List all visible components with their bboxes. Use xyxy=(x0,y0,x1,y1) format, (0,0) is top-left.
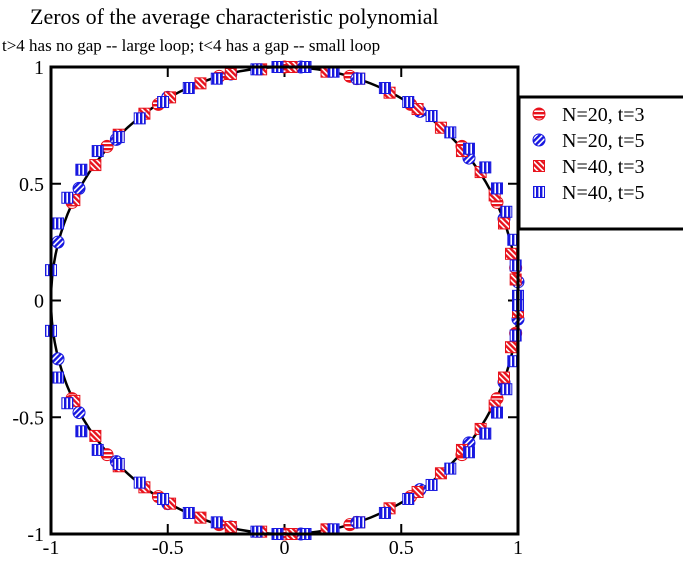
data-point xyxy=(509,329,522,342)
data-point xyxy=(378,506,391,519)
data-point xyxy=(509,259,522,272)
data-points xyxy=(45,60,525,541)
data-point xyxy=(411,103,424,116)
data-point xyxy=(133,476,146,489)
x-tick-label: -0.5 xyxy=(152,537,184,559)
legend-marker xyxy=(533,160,545,172)
data-point xyxy=(75,425,88,438)
data-point xyxy=(210,72,223,85)
data-point xyxy=(462,446,475,459)
data-point xyxy=(425,110,438,123)
legend-label: N=40, t=3 xyxy=(562,156,645,178)
data-point xyxy=(497,371,510,384)
data-point xyxy=(112,131,125,144)
data-point xyxy=(194,77,207,90)
data-point xyxy=(194,511,207,524)
data-point xyxy=(224,520,237,533)
data-point xyxy=(250,63,263,76)
x-tick-label: 0 xyxy=(280,537,290,559)
data-point xyxy=(182,82,195,95)
chart-subtitle: t>4 has no gap -- large loop; t<4 has a … xyxy=(2,36,380,55)
data-point xyxy=(509,273,522,286)
data-point xyxy=(157,96,170,109)
x-tick-label: -1 xyxy=(43,537,60,559)
data-point xyxy=(250,525,263,538)
data-point xyxy=(133,112,146,125)
legend-marker xyxy=(532,133,546,147)
data-point xyxy=(411,485,424,498)
data-point xyxy=(444,126,457,139)
legend-label: N=20, t=5 xyxy=(562,130,645,152)
data-point xyxy=(89,159,102,172)
data-point xyxy=(504,341,517,354)
x-tick-label: 0.5 xyxy=(389,537,414,559)
data-point xyxy=(89,429,102,442)
legend-label: N=40, t=5 xyxy=(562,182,645,204)
plot-frame xyxy=(49,65,520,536)
data-point xyxy=(61,397,74,410)
data-point xyxy=(224,68,237,81)
data-point xyxy=(444,462,457,475)
y-tick-label: 1 xyxy=(34,57,44,79)
data-point xyxy=(378,82,391,95)
y-tick-label: 0.5 xyxy=(19,174,44,196)
data-point xyxy=(72,181,86,195)
y-tick-label: -0.5 xyxy=(12,407,44,429)
data-point xyxy=(490,182,503,195)
data-point xyxy=(462,142,475,155)
data-point xyxy=(182,506,195,519)
data-point xyxy=(72,406,86,420)
legend-marker xyxy=(532,107,546,121)
data-point xyxy=(479,161,492,174)
data-point xyxy=(52,371,65,384)
data-point xyxy=(61,191,74,204)
data-point xyxy=(353,516,366,529)
axes: -1 -0.5 0 0.5 1 1 0.5 0 -0.5 -1 xyxy=(12,57,523,559)
y-tick-label: 0 xyxy=(34,291,44,313)
legend: N=20, t=3 N=20, t=5 N=40, t=3 N=40, t=5 xyxy=(517,95,683,231)
data-point xyxy=(52,217,65,230)
data-point xyxy=(75,163,88,176)
legend-marker xyxy=(533,186,545,198)
y-tick-label: -1 xyxy=(27,524,44,546)
data-point xyxy=(112,457,125,470)
x-tick-label: 1 xyxy=(513,537,523,559)
data-point xyxy=(425,478,438,491)
legend-box xyxy=(517,95,683,231)
data-point xyxy=(402,492,415,505)
data-point xyxy=(51,235,65,249)
data-point xyxy=(402,96,415,109)
data-point xyxy=(490,406,503,419)
data-point xyxy=(353,72,366,85)
data-point xyxy=(497,217,510,230)
data-point xyxy=(51,352,65,366)
legend-label: N=20, t=3 xyxy=(562,104,645,126)
data-point xyxy=(91,145,104,158)
data-point xyxy=(91,443,104,456)
data-point xyxy=(157,492,170,505)
data-point xyxy=(504,247,517,260)
data-point xyxy=(500,383,513,396)
series-3 xyxy=(45,61,524,540)
data-point xyxy=(500,205,513,218)
chart-title: Zeros of the average characteristic poly… xyxy=(30,4,439,29)
data-point xyxy=(210,516,223,529)
data-point xyxy=(479,427,492,440)
